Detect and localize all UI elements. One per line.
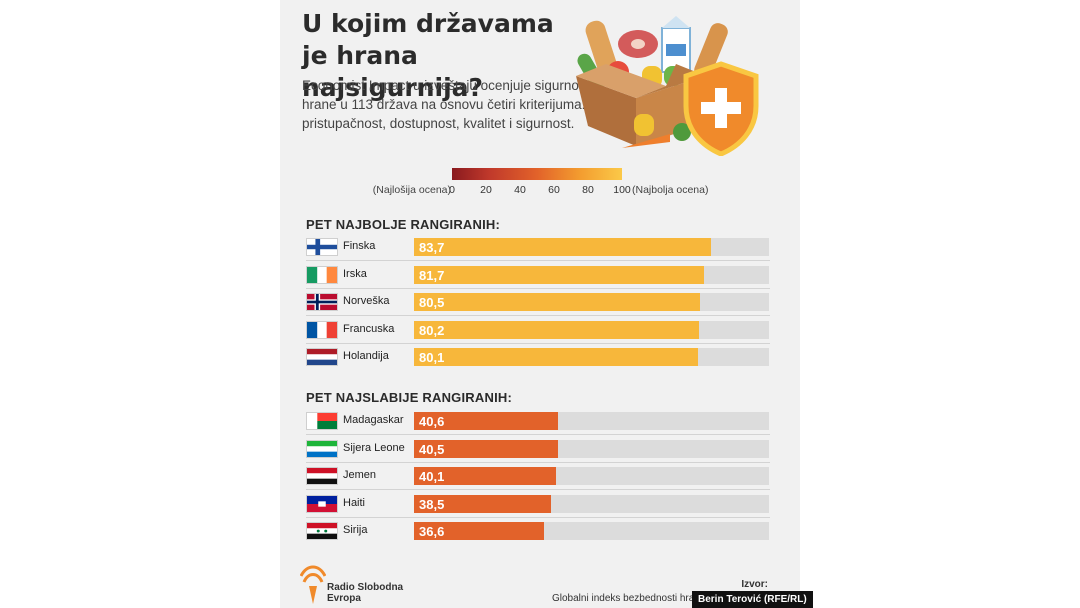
row-divider	[306, 434, 770, 435]
page-subtitle: Economist Impact u izveštaju ocenjuje si…	[302, 78, 590, 131]
bar-row: Sijera Leone 40,5	[306, 439, 770, 463]
bar	[414, 320, 699, 339]
country-label: Jemen	[343, 469, 377, 481]
bar-value-label: 80,5	[419, 295, 445, 310]
bar-row: Norveška 80,5	[306, 292, 770, 316]
row-divider	[306, 260, 770, 261]
bar-track: 38,5	[414, 494, 769, 513]
bar-track: 80,1	[414, 348, 769, 366]
row-divider	[306, 315, 770, 316]
netherlands-flag-icon	[306, 348, 338, 366]
row-divider	[306, 461, 770, 463]
radio-tower-logo-icon	[299, 565, 327, 604]
bar	[414, 265, 705, 284]
bar-value-label: 81,7	[419, 267, 445, 283]
bar-track: 83,7	[414, 238, 769, 256]
row-divider	[306, 489, 770, 490]
legend-high-label: (Najbolja ocena)	[632, 184, 709, 196]
logo-text: Radio Slobodna Evropa	[327, 582, 403, 604]
legend-tick: 20	[480, 184, 492, 196]
bar-track: 40,6	[414, 412, 769, 430]
country-label: Francuska	[343, 322, 395, 335]
country-label: Madagaskar	[343, 414, 404, 426]
bar-row: Sirija 36,6	[306, 521, 770, 541]
row-divider	[306, 342, 770, 344]
legend-tick: 40	[514, 184, 526, 196]
color-scale-bar	[452, 168, 622, 180]
bar-value-label: 83,7	[419, 240, 445, 255]
bar-track: 81,7	[414, 265, 769, 284]
bar-track: 40,1	[414, 467, 769, 485]
bar	[414, 238, 712, 256]
legend-tick: 0	[449, 184, 455, 196]
bar	[414, 439, 558, 458]
source-text: Globalni indeks bezbednosti hrane	[552, 593, 706, 604]
rfe-logo: Radio Slobodna Evropa	[299, 564, 420, 608]
country-label: Irska	[343, 267, 367, 280]
bar-row: Irska 81,7	[306, 265, 770, 289]
country-label: Sirija	[343, 524, 368, 536]
bar-track: 40,5	[414, 439, 769, 458]
row-divider	[306, 516, 770, 518]
bar-value-label: 38,5	[419, 496, 445, 512]
logo-line-1: Radio Slobodna	[327, 582, 404, 593]
bar-row: Haiti 38,5	[306, 494, 770, 518]
finland-flag-icon	[306, 238, 338, 256]
bar	[414, 522, 544, 540]
top-five-title: PET NAJBOLJE RANGIRANIH:	[306, 217, 501, 232]
bar-row: Finska 83,7	[306, 237, 770, 261]
infographic-card: U kojim državama je hrana najsigurnija? …	[280, 0, 800, 608]
country-label: Norveška	[343, 295, 390, 307]
bar	[414, 348, 699, 366]
source-label: Izvor:	[741, 579, 768, 590]
page-title: U kojim državama je hrana najsigurnija?	[302, 9, 554, 102]
france-flag-icon	[306, 320, 338, 339]
legend-tick: 80	[582, 184, 594, 196]
bottom-five-title: PET NAJSLABIJE RANGIRANIH:	[306, 390, 512, 405]
bar-value-label: 40,5	[419, 441, 445, 457]
legend-tick: 100	[613, 184, 631, 196]
bar-row: Madagaskar 40,6	[306, 411, 770, 435]
bar	[414, 494, 551, 513]
sierra-leone-flag-icon	[306, 439, 338, 458]
country-label: Sijera Leone	[343, 441, 405, 454]
haiti-flag-icon	[306, 494, 338, 513]
country-label: Finska	[343, 240, 376, 252]
legend-low-label: (Najlošija ocena)	[372, 184, 451, 196]
bar-value-label: 36,6	[419, 524, 445, 539]
bar-value-label: 80,1	[419, 350, 445, 365]
bar-track: 36,6	[414, 522, 769, 540]
norway-flag-icon	[306, 293, 338, 311]
logo-line-2: Evropa	[327, 593, 361, 604]
country-label: Holandija	[343, 350, 389, 362]
bar	[414, 467, 557, 485]
row-divider	[306, 287, 770, 289]
photo-credit-badge: Berin Terović (RFE/RL)	[692, 591, 813, 608]
ireland-flag-icon	[306, 265, 338, 284]
color-scale-legend: (Najlošija ocena) 0 20 40 60 80 100 (Naj…	[280, 166, 800, 202]
yemen-flag-icon	[306, 467, 338, 485]
bar	[414, 293, 700, 311]
bar-row: Francuska 80,2	[306, 320, 770, 344]
country-label: Haiti	[343, 496, 366, 509]
bar	[414, 412, 559, 430]
madagascar-flag-icon	[306, 412, 338, 430]
bar-value-label: 80,2	[419, 322, 445, 338]
bar-value-label: 40,1	[419, 469, 445, 484]
bar-row: Jemen 40,1	[306, 466, 770, 490]
food-box-shield-illustration	[576, 16, 759, 156]
syria-flag-icon	[306, 522, 338, 540]
bar-row: Holandija 80,1	[306, 347, 770, 367]
legend-tick: 60	[548, 184, 560, 196]
bar-value-label: 40,6	[419, 414, 445, 429]
bar-track: 80,2	[414, 320, 769, 339]
bar-track: 80,5	[414, 293, 769, 311]
